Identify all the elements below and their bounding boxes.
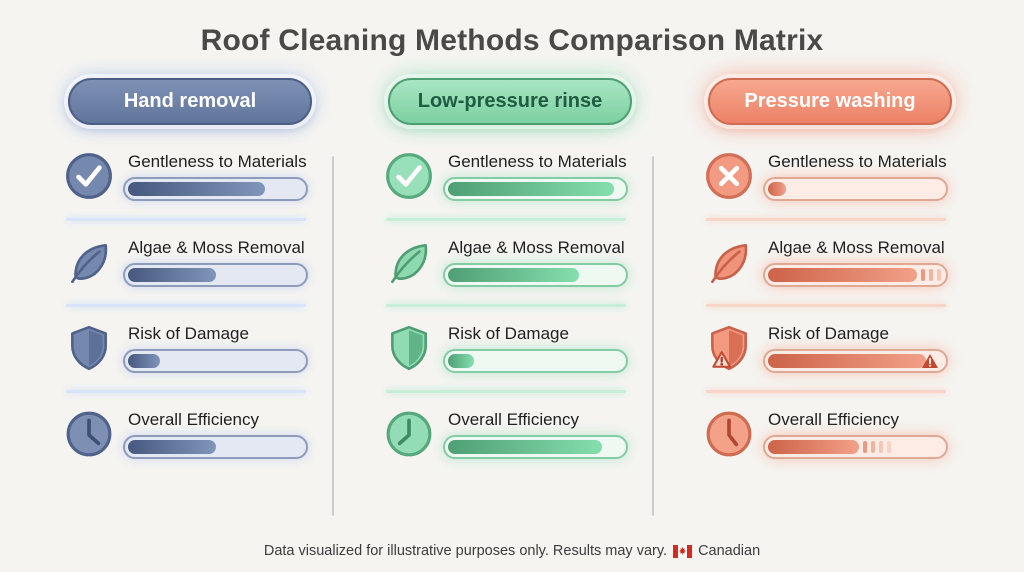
bar-tick bbox=[871, 440, 875, 453]
progress-bar bbox=[443, 262, 628, 287]
metric-row: Algae & Moss Removal bbox=[64, 237, 308, 287]
metric-label: Risk of Damage bbox=[448, 323, 569, 343]
bar-tick bbox=[887, 440, 891, 453]
metric-row: Overall Efficiency bbox=[704, 409, 948, 459]
method-header-hand-removal: Hand removal bbox=[68, 78, 312, 125]
method-header-pressure-washing: Pressure washing bbox=[708, 78, 952, 125]
check-circle-icon bbox=[64, 151, 114, 201]
disclaimer-text: Data visualized for illustrative purpose… bbox=[263, 543, 668, 559]
progress-bar bbox=[123, 348, 308, 373]
metric-row: Gentleness to Materials bbox=[64, 151, 308, 201]
metric-label: Gentleness to Materials bbox=[768, 151, 947, 171]
progress-bar bbox=[123, 262, 308, 287]
row-divider bbox=[386, 218, 626, 221]
metric-label: Overall Efficiency bbox=[448, 409, 580, 429]
page-title: Roof Cleaning Methods Comparison Matrix bbox=[200, 24, 824, 57]
infographic: Roof Cleaning Methods Comparison Matrix … bbox=[0, 24, 1024, 559]
metric-row: Overall Efficiency bbox=[64, 409, 308, 459]
metric-label: Risk of Damage bbox=[128, 323, 249, 343]
row-divider bbox=[66, 304, 306, 307]
clock-icon bbox=[64, 409, 114, 459]
warning-icon bbox=[921, 353, 939, 369]
metric-row: Risk of Damage bbox=[704, 323, 948, 373]
progress-bar bbox=[443, 176, 628, 201]
bar-tick bbox=[863, 440, 867, 453]
method-header-low-pressure-rinse: Low-pressure rinse bbox=[388, 78, 632, 125]
row-divider bbox=[66, 218, 306, 221]
canada-flag-icon bbox=[673, 544, 693, 558]
metric-row: Risk of Damage bbox=[384, 323, 628, 373]
metric-row: Gentleness to Materials bbox=[384, 151, 628, 201]
bar-tick bbox=[928, 268, 933, 281]
clock-icon bbox=[704, 409, 754, 459]
progress-bar bbox=[123, 176, 308, 201]
comparison-grid: Hand removal Gentleness to Materials Alg… bbox=[0, 78, 1024, 516]
row-divider bbox=[706, 390, 946, 393]
row-divider bbox=[386, 390, 626, 393]
metric-row: Algae & Moss Removal bbox=[704, 237, 948, 287]
leaf-icon bbox=[64, 237, 114, 287]
column-low-pressure-rinse: Low-pressure rinse Gentleness to Materia… bbox=[372, 78, 652, 459]
metric-label: Gentleness to Materials bbox=[448, 151, 627, 171]
shield-warning-icon bbox=[704, 323, 754, 373]
progress-bar bbox=[763, 176, 948, 201]
footer-suffix: Canadian bbox=[698, 543, 761, 559]
progress-bar bbox=[123, 434, 308, 459]
metric-label: Algae & Moss Removal bbox=[448, 237, 625, 257]
metric-label: Overall Efficiency bbox=[128, 409, 260, 429]
row-divider bbox=[706, 304, 946, 307]
progress-bar bbox=[763, 262, 948, 287]
clock-icon bbox=[384, 409, 434, 459]
check-circle-icon bbox=[384, 151, 434, 201]
footer: Data visualized for illustrative purpose… bbox=[0, 543, 1024, 559]
row-divider bbox=[66, 390, 306, 393]
progress-bar bbox=[443, 348, 628, 373]
metric-label: Gentleness to Materials bbox=[128, 151, 307, 171]
metric-row: Risk of Damage bbox=[64, 323, 308, 373]
column-pressure-washing: Pressure washing Gentleness to Materials… bbox=[692, 78, 972, 459]
metric-label: Algae & Moss Removal bbox=[128, 237, 305, 257]
bar-tick bbox=[879, 440, 883, 453]
metric-row: Gentleness to Materials bbox=[704, 151, 948, 201]
metric-row: Overall Efficiency bbox=[384, 409, 628, 459]
row-divider bbox=[386, 304, 626, 307]
metric-label: Algae & Moss Removal bbox=[768, 237, 945, 257]
progress-bar bbox=[443, 434, 628, 459]
bar-tick bbox=[936, 268, 941, 281]
progress-bar bbox=[763, 348, 948, 373]
column-divider bbox=[332, 156, 334, 516]
metric-label: Risk of Damage bbox=[768, 323, 889, 343]
x-circle-icon bbox=[704, 151, 754, 201]
shield-icon bbox=[64, 323, 114, 373]
bar-tick bbox=[920, 268, 925, 281]
row-divider bbox=[706, 218, 946, 221]
column-divider bbox=[652, 156, 654, 516]
metric-label: Overall Efficiency bbox=[768, 409, 900, 429]
shield-icon bbox=[384, 323, 434, 373]
leaf-icon bbox=[384, 237, 434, 287]
metric-row: Algae & Moss Removal bbox=[384, 237, 628, 287]
column-hand-removal: Hand removal Gentleness to Materials Alg… bbox=[52, 78, 332, 459]
progress-bar bbox=[763, 434, 948, 459]
leaf-icon bbox=[704, 237, 754, 287]
